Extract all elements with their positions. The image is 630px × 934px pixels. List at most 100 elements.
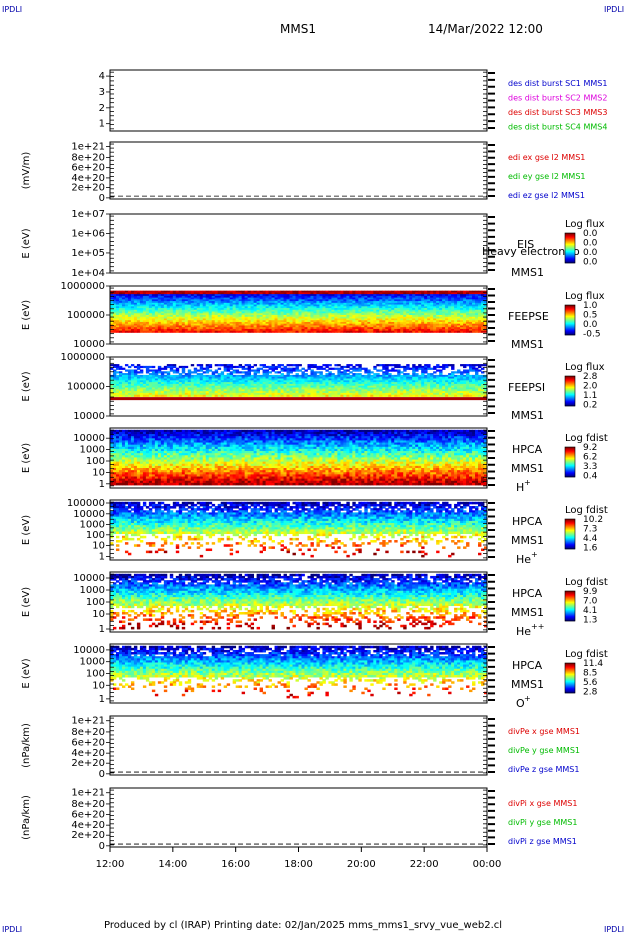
spectrogram-cell [412, 395, 415, 397]
spectrogram-cell [260, 331, 263, 333]
colorbar-tick-label: 0.0 [583, 229, 598, 239]
spectrogram-cell [457, 331, 460, 333]
spectrogram-cell [430, 368, 433, 370]
spectrogram-cell [197, 395, 200, 397]
spectrogram-cell [242, 368, 245, 370]
spectrogram-cell [218, 364, 221, 366]
spectrogram-cell [209, 366, 212, 368]
spectrogram-cell [287, 364, 290, 366]
spectrogram-cell [251, 369, 254, 371]
spectrogram-cell [400, 366, 403, 368]
spectrogram-cell [239, 366, 242, 368]
spacecraft-label: MMS1 [511, 338, 544, 351]
spectrogram-cell [248, 331, 251, 333]
spectrogram-cell [313, 331, 316, 333]
spectrogram-cell [313, 366, 316, 368]
spectrogram-cell [122, 368, 125, 370]
spectrogram-cell [116, 331, 119, 333]
spectrogram-cell [260, 368, 263, 370]
right-tick-mark [488, 189, 495, 191]
spectrogram-cell [328, 364, 331, 366]
spectrogram-cell [140, 395, 143, 397]
spectrogram-cell [158, 331, 161, 333]
spectrogram-cell [275, 395, 278, 397]
spectrogram-cell [310, 331, 313, 333]
right-tick-mark [488, 72, 495, 74]
spectrogram-cell [296, 331, 299, 333]
spectrogram-cell [173, 395, 176, 397]
spectrogram-cell [170, 369, 173, 371]
spectrogram-cell [299, 369, 302, 371]
spectrogram-cell [391, 369, 394, 371]
spectrogram-cell [272, 331, 275, 333]
spectrogram-cell [367, 395, 370, 397]
spectrogram-cell [463, 331, 466, 333]
spectrogram-cell [358, 331, 361, 333]
right-tick-mark [488, 150, 495, 152]
spectrogram-cell [319, 368, 322, 370]
spectrogram-cell [301, 331, 304, 333]
spectrogram-cell [131, 364, 134, 366]
spectrogram-cell [454, 331, 457, 333]
spectrogram-cell [206, 331, 209, 333]
right-tick-mark [488, 79, 495, 81]
spectrogram-cell [221, 331, 224, 333]
spectrogram-cell [149, 369, 152, 371]
spectrogram-cell [128, 331, 131, 333]
spectrogram-cell [269, 331, 272, 333]
spectrogram-cell [233, 331, 236, 333]
y-tick-label: 1000000 [60, 281, 105, 292]
y-tick-label: 1 [99, 119, 105, 130]
spectrogram-cell [239, 331, 242, 333]
legend-entry: edi ey gse l2 MMS1 [508, 172, 586, 181]
legend-entry: edi ez gse l2 MMS1 [508, 191, 585, 200]
spectrogram-cell [409, 368, 412, 370]
right-tick-mark [488, 262, 495, 264]
right-tick-mark [488, 127, 495, 129]
spectrogram-cell [245, 395, 248, 397]
spectrogram-cell [394, 366, 397, 368]
spectrogram-cell [331, 395, 334, 397]
spectrogram-cell [239, 371, 242, 373]
spectrogram-cell [290, 395, 293, 397]
spectrogram-cell [415, 395, 418, 397]
y-tick-label: 0 [99, 193, 105, 204]
spectrogram-cell [427, 395, 430, 397]
spectrogram-cell [260, 364, 263, 366]
legend-entry: des dist burst SC4 MMS4 [508, 123, 607, 132]
spectrogram-cell [364, 395, 367, 397]
spectrogram-cell [128, 366, 131, 368]
spectrogram-cell [403, 369, 406, 371]
spectrogram-cell [316, 368, 319, 370]
spectrogram-cell [215, 364, 218, 366]
spectrogram-cell [215, 395, 218, 397]
spectrogram-cell [415, 331, 418, 333]
spectrogram-cell [233, 395, 236, 397]
y-tick-label: 1e+04 [71, 268, 105, 279]
spectrogram-cell [304, 395, 307, 397]
spectrogram-cell [412, 331, 415, 333]
spectrogram-cell [355, 395, 358, 397]
spectrogram-cell [209, 395, 212, 397]
spectrogram-cell [331, 368, 334, 370]
spectrogram-cell [290, 364, 293, 366]
spectrogram-cell [284, 331, 287, 333]
spectrogram-cell [478, 331, 481, 333]
spectrogram-cell [236, 366, 239, 368]
spectrogram-cell [173, 331, 176, 333]
spectrogram-cell [137, 331, 140, 333]
spectrogram-cell [233, 371, 236, 373]
spectrogram-cell [191, 371, 194, 373]
spectrogram-cell [328, 368, 331, 370]
spectrogram-cell [263, 366, 266, 368]
spectrogram-cell [349, 371, 352, 373]
spectrogram-cell [299, 331, 302, 333]
spectrogram-cell [131, 395, 134, 397]
spectrogram-cell [352, 395, 355, 397]
spectrogram-cell [296, 395, 299, 397]
spectrogram-cell [310, 395, 313, 397]
right-tick-mark [488, 236, 495, 238]
spectrogram-cell [248, 395, 251, 397]
spectrogram-cell [200, 369, 203, 371]
